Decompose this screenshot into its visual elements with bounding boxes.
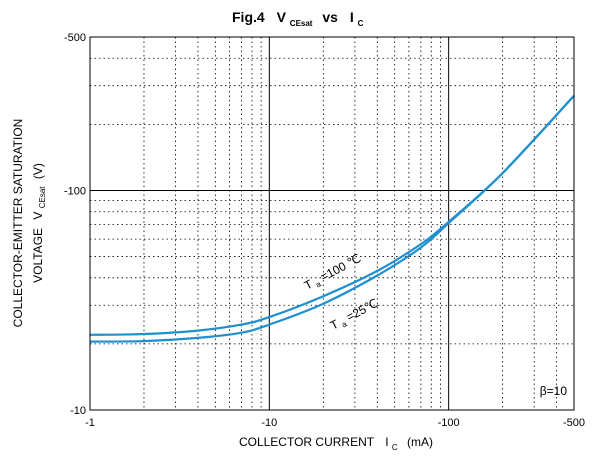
title-i: I [350,9,354,25]
y-tick-label: -100 [64,185,86,197]
title-v-sub: CEsat [290,19,313,28]
x-tick-label: -1 [85,417,95,429]
beta-annotation: β=10 [540,384,568,398]
series-label-25c: T a =25℃ [328,296,382,335]
title-i-sub: C [358,19,364,28]
x-tick-label: -10 [261,417,277,429]
y-tick-label: -500 [64,32,86,44]
title-v: V [277,9,287,25]
chart-title: Fig.4 V CEsat vs I C [232,9,364,29]
y-axis-label-line1: COLLECTOR-EMITTER SATURATION [11,119,25,328]
x-tick-label: -500 [563,417,585,429]
series-curves [89,95,575,343]
x-axis-label: COLLECTOR CURRENT I C (mA) [239,435,433,453]
title-prefix: Fig.4 [232,9,265,25]
y-tick-label: -10 [70,405,86,417]
plot-frame [89,36,575,411]
grid [90,37,574,410]
title-vs: vs [322,9,338,25]
tick-labels: -1 -10 -100 -500-10-100-500 [64,32,585,429]
series-line-25c [89,95,575,343]
y-axis-label-line2: VOLTAGE V CEsat (V) [31,163,48,283]
x-tick-label: -100 [438,417,460,429]
